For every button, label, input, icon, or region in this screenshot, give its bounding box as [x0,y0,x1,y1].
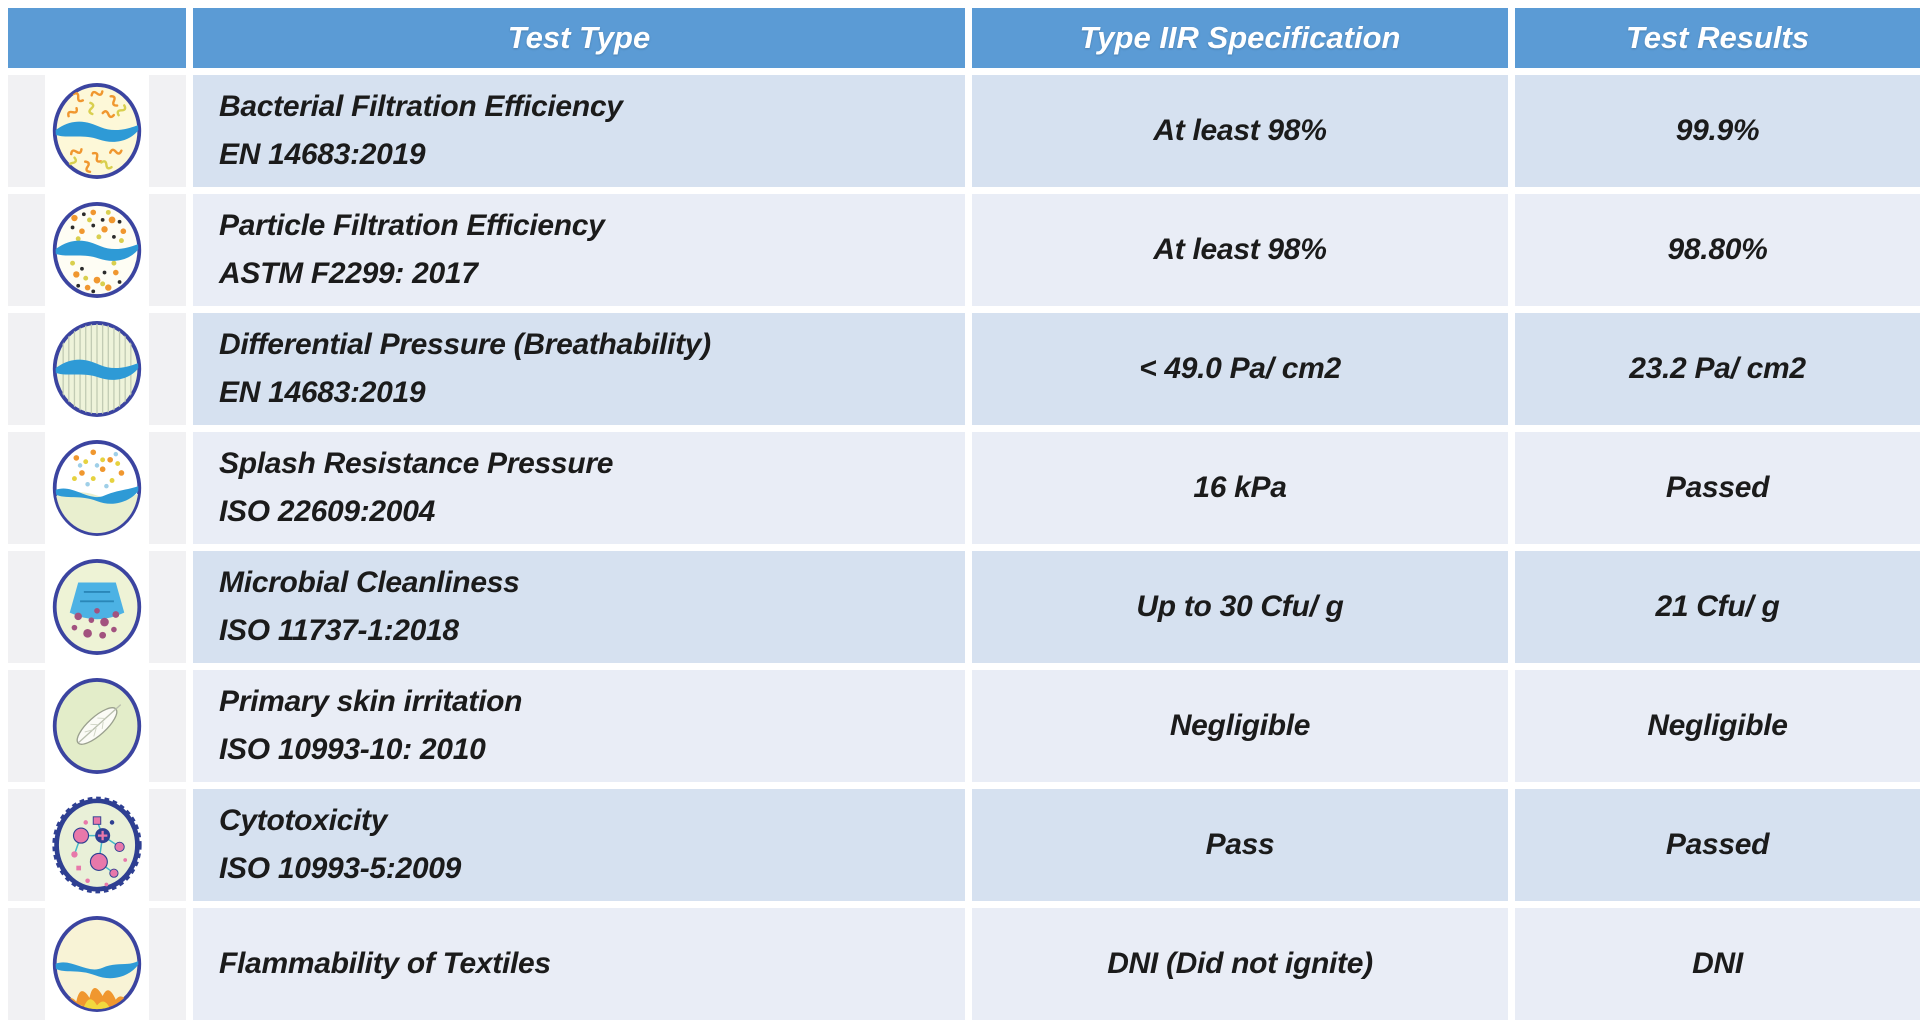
test-name: Particle Filtration Efficiency [219,209,605,242]
test-name-cell: Cytotoxicity ISO 10993-5:2009 [193,789,965,901]
result-cell: DNI [1515,908,1920,1020]
specification-cell: Negligible [972,670,1508,782]
test-standard: ISO 10993-10: 2010 [219,733,486,766]
test-name-cell: Differential Pressure (Breathability) EN… [193,313,965,425]
test-name: Flammability of Textiles [219,947,551,980]
test-standard: ISO 22609:2004 [219,495,435,528]
test-name-cell: Bacterial Filtration Efficiency EN 14683… [193,75,965,187]
specification-cell: Up to 30 Cfu/ g [972,551,1508,663]
test-name-cell: Particle Filtration Efficiency ASTM F229… [193,194,965,306]
test-standard: ASTM F2299: 2017 [219,257,478,290]
specification-cell: DNI (Did not ignite) [972,908,1508,1020]
test-name: Bacterial Filtration Efficiency [219,90,623,123]
test-name: Primary skin irritation [219,685,523,718]
test-standard: EN 14683:2019 [219,138,426,171]
specification-cell: Pass [972,789,1508,901]
test-name-cell: Primary skin irritation ISO 10993-10: 20… [193,670,965,782]
specification-cell: At least 98% [972,194,1508,306]
table-row-icon-cell [8,908,186,1020]
splash-resistance-icon [52,440,142,536]
microbial-cleanliness-icon [52,559,142,655]
cytotoxicity-icon [52,796,142,894]
result-cell: Passed [1515,789,1920,901]
test-name: Cytotoxicity [219,804,388,837]
bacterial-filtration-icon [52,83,142,179]
differential-pressure-icon [52,321,142,417]
specification-cell: < 49.0 Pa/ cm2 [972,313,1508,425]
result-cell: 23.2 Pa/ cm2 [1515,313,1920,425]
test-standard: EN 14683:2019 [219,376,426,409]
header-test-results: Test Results [1515,8,1920,68]
test-standard: ISO 10993-5:2009 [219,852,462,885]
result-cell: Passed [1515,432,1920,544]
header-test-type: Test Type [193,8,965,68]
specification-cell: At least 98% [972,75,1508,187]
table-row-icon-cell [8,432,186,544]
specification-cell: 16 kPa [972,432,1508,544]
table-row-icon-cell [8,789,186,901]
test-name: Splash Resistance Pressure [219,447,614,480]
result-cell: 21 Cfu/ g [1515,551,1920,663]
header-specification: Type IIR Specification [972,8,1508,68]
test-name: Differential Pressure (Breathability) [219,328,711,361]
result-cell: 98.80% [1515,194,1920,306]
test-name-cell: Microbial Cleanliness ISO 11737-1:2018 [193,551,965,663]
skin-irritation-icon [52,678,142,774]
result-cell: 99.9% [1515,75,1920,187]
flammability-icon [52,916,142,1012]
table-row-icon-cell [8,75,186,187]
particle-filtration-icon [52,202,142,298]
result-cell: Negligible [1515,670,1920,782]
header-icon-column [8,8,186,68]
test-name-cell: Splash Resistance Pressure ISO 22609:200… [193,432,965,544]
test-standard: ISO 11737-1:2018 [219,614,459,647]
table-row-icon-cell [8,670,186,782]
table-row-icon-cell [8,194,186,306]
test-name: Microbial Cleanliness [219,566,520,599]
test-name-cell: Flammability of Textiles [193,908,965,1020]
table-row-icon-cell [8,313,186,425]
table-row-icon-cell [8,551,186,663]
